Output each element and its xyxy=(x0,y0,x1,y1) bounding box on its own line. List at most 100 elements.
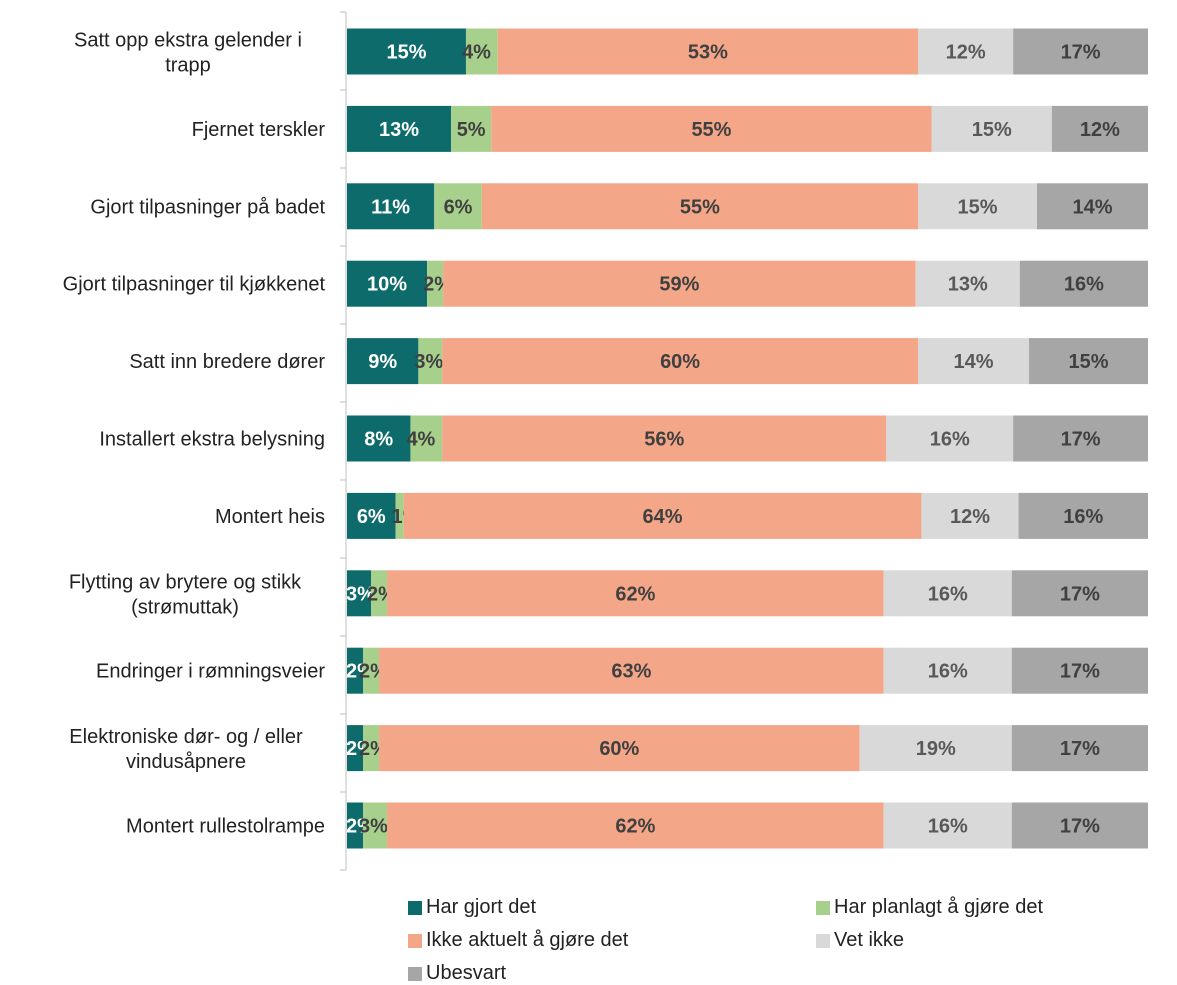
bar-segment xyxy=(915,260,1020,307)
legend-item: Har gjort det xyxy=(408,896,536,919)
bar-segment xyxy=(918,183,1037,230)
category-label: Satt inn bredere dører xyxy=(129,351,325,373)
data-label: 17% xyxy=(1060,738,1100,760)
bar-segment xyxy=(418,338,443,385)
legend-swatch xyxy=(408,966,422,981)
data-label: 12% xyxy=(1080,119,1120,141)
bar-segment xyxy=(363,647,380,694)
category-label: Montert rullestolrampe xyxy=(126,816,325,838)
bar-segment xyxy=(451,105,492,152)
legend-label: Ikke aktuelt å gjøre det xyxy=(426,929,629,951)
data-label: 9% xyxy=(368,351,397,373)
data-label: 10% xyxy=(367,274,407,296)
data-label: 3% xyxy=(359,816,388,838)
category-label: Flytting av brytere og stikk (strømuttak) xyxy=(69,571,302,618)
data-label: 11% xyxy=(371,196,410,218)
data-label: 55% xyxy=(691,119,731,141)
data-label: 12% xyxy=(946,42,986,64)
category-label: Fjernet terskler xyxy=(192,119,326,141)
bar-segment xyxy=(883,647,1012,694)
bar-segment xyxy=(403,492,922,539)
bar-segment xyxy=(410,415,443,462)
bar-segment xyxy=(465,28,498,75)
bar-segment xyxy=(1011,725,1148,772)
bar-segment xyxy=(859,725,1012,772)
bar-segment xyxy=(1011,802,1148,849)
data-label: 17% xyxy=(1060,816,1100,838)
data-label: 13% xyxy=(379,119,419,141)
bar-segment xyxy=(1018,492,1148,539)
bar-segment xyxy=(379,725,860,772)
data-label: 6% xyxy=(444,196,473,218)
bar-segment xyxy=(1019,260,1148,307)
bar-segment xyxy=(883,802,1012,849)
bar-segment xyxy=(387,570,884,617)
category-label: Elektroniske dør- og / eller vindusåpnere xyxy=(69,726,303,773)
bar-segment xyxy=(1051,105,1148,152)
y-axis-ticks xyxy=(340,11,346,871)
data-label: 15% xyxy=(957,196,997,218)
data-label: 15% xyxy=(386,42,426,64)
bar-segment xyxy=(347,647,364,694)
bar-segment xyxy=(918,28,1014,75)
data-label: 59% xyxy=(659,274,699,296)
bar-segment xyxy=(347,570,372,617)
legend-item: Ikke aktuelt å gjøre det xyxy=(408,929,628,952)
bar-segment xyxy=(886,415,1014,462)
bar-segment xyxy=(497,28,919,75)
data-label: 16% xyxy=(930,429,970,451)
data-label: 8% xyxy=(364,429,393,451)
bar-segment xyxy=(918,338,1030,385)
bar-segment xyxy=(1029,338,1148,385)
data-label: 14% xyxy=(1072,196,1112,218)
data-label: 12% xyxy=(950,506,990,528)
bar-segment xyxy=(347,415,411,462)
data-label: 3% xyxy=(346,583,375,605)
data-label: 56% xyxy=(644,429,684,451)
category-label: Installert ekstra belysning xyxy=(99,429,325,451)
bar-segment xyxy=(371,570,388,617)
data-label: 16% xyxy=(928,583,968,605)
bar-segment xyxy=(347,338,419,385)
bar-segment xyxy=(347,260,428,307)
bar-segment xyxy=(363,725,380,772)
bars: 15% 4% 53% 12% 17% 13% 5% 55% 15% 12% 11% 6% 55% 15% 1… xyxy=(346,28,1148,849)
legend-item: Ubesvart xyxy=(408,962,506,985)
legend-item: Vet ikke xyxy=(816,929,904,952)
bar-segment xyxy=(427,260,444,307)
legend-label: Vet ikke xyxy=(834,929,905,951)
data-label: 16% xyxy=(928,661,968,683)
bar-segment xyxy=(347,725,364,772)
data-label: 60% xyxy=(599,738,639,760)
legend-swatch xyxy=(816,900,830,915)
bar-segment xyxy=(1013,28,1148,75)
data-label: 17% xyxy=(1061,42,1101,64)
data-label: 64% xyxy=(643,506,683,528)
bar-segment xyxy=(363,802,388,849)
bar-segment xyxy=(347,492,396,539)
data-label: 62% xyxy=(615,816,655,838)
bar-segment xyxy=(347,183,435,230)
category-label: Gjort tilpasninger på badet xyxy=(90,196,325,218)
bar-segment xyxy=(442,415,887,462)
data-label: 16% xyxy=(928,816,968,838)
bar-segment xyxy=(347,105,452,152)
data-label: 55% xyxy=(680,196,720,218)
legend-label: Ubesvart xyxy=(426,962,507,984)
category-label: Gjort tilpasninger til kjøkkenet xyxy=(63,274,326,296)
data-label: 4% xyxy=(406,429,435,451)
category-label: Montert heis xyxy=(215,506,325,528)
bar-segment xyxy=(347,28,466,75)
bar-segment xyxy=(481,183,919,230)
bar-segment xyxy=(1036,183,1148,230)
data-label: 15% xyxy=(1069,351,1109,373)
data-label: 14% xyxy=(954,351,994,373)
bar-segment xyxy=(442,338,919,385)
data-label: 17% xyxy=(1060,583,1100,605)
legend-swatch xyxy=(408,900,422,915)
bar-segment xyxy=(395,492,404,539)
bar-segment xyxy=(491,105,932,152)
data-label: 62% xyxy=(615,583,655,605)
legend-label: Har planlagt å gjøre det xyxy=(834,896,1044,918)
